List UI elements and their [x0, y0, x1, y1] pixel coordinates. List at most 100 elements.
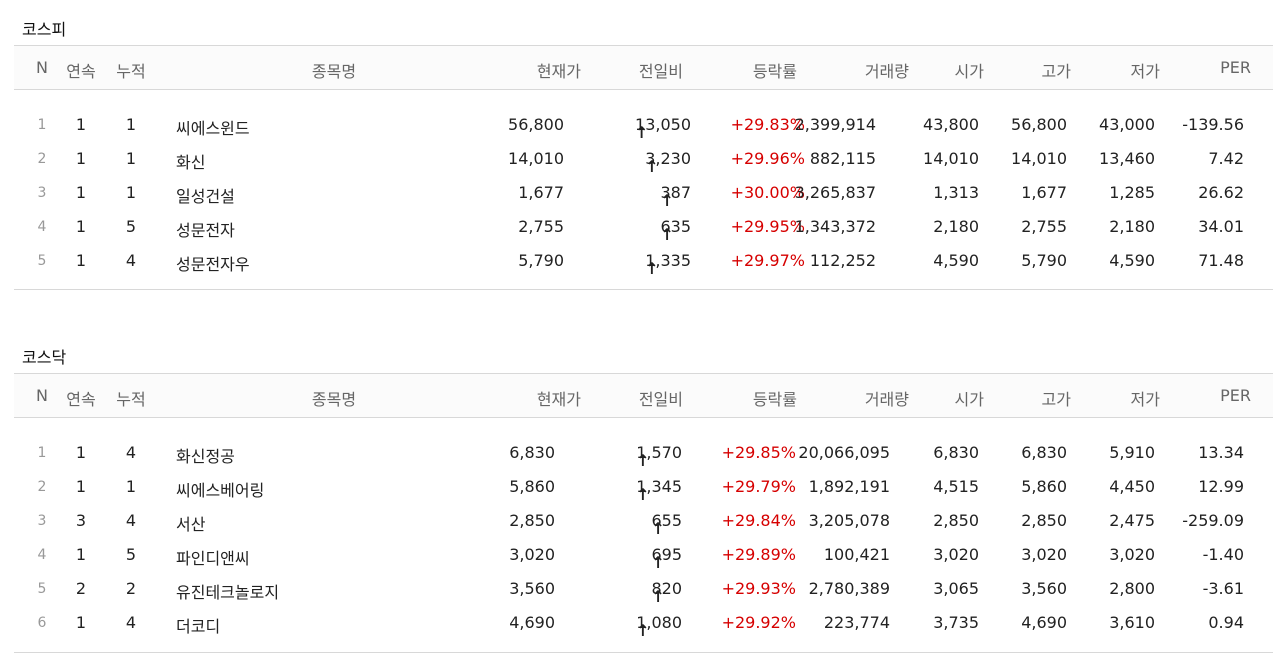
- low-price: 13,460: [1099, 149, 1155, 168]
- high-price: 14,010: [1011, 149, 1067, 168]
- open-price: 2,850: [933, 511, 979, 530]
- change-value: 695: [651, 545, 682, 564]
- col-per-header: PER: [1220, 58, 1251, 77]
- row-number: 1: [37, 445, 47, 461]
- up-arrow-icon: ↑: [636, 485, 650, 504]
- kosdaq-title: 코스닥: [22, 348, 67, 367]
- open-price: 2,180: [933, 217, 979, 236]
- consecutive-count: 1: [75, 613, 87, 632]
- high-price: 5,860: [1021, 477, 1067, 496]
- change-cell: ↑ 1,335: [645, 251, 691, 278]
- col-low-header: 저가: [1130, 62, 1160, 81]
- cumulative-count: 1: [125, 149, 137, 168]
- up-arrow-icon: ↑: [636, 451, 650, 470]
- volume: 223,774: [823, 613, 890, 632]
- current-price: 2,850: [509, 511, 555, 530]
- high-price: 3,560: [1021, 579, 1067, 598]
- volume: 3,265,837: [794, 183, 876, 202]
- consecutive-count: 1: [75, 477, 87, 496]
- col-rate-header: 등락률: [752, 390, 797, 409]
- table-row: 3 3 4 서산 2,850 ↑ 655 +29.84% 3,205,078 2,850 2,850…: [14, 503, 1273, 538]
- current-price: 3,560: [509, 579, 555, 598]
- cumulative-count: 4: [125, 251, 137, 270]
- open-price: 4,590: [933, 251, 979, 270]
- low-price: 43,000: [1099, 115, 1155, 134]
- per-value: 7.42: [1208, 149, 1244, 168]
- change-value: 820: [651, 579, 682, 598]
- open-price: 14,010: [923, 149, 979, 168]
- col-stock-name-header: 종목명: [311, 62, 357, 81]
- current-price: 14,010: [508, 149, 564, 168]
- volume: 2,780,389: [808, 579, 890, 598]
- per-value: -139.56: [1182, 115, 1244, 134]
- cumulative-count: 4: [125, 613, 137, 632]
- volume: 112,252: [809, 251, 876, 270]
- col-per-header: PER: [1220, 386, 1251, 405]
- stock-name: 씨에스베어링: [176, 481, 265, 500]
- consecutive-count: 1: [75, 115, 87, 134]
- change-cell: ↑ 820: [651, 579, 682, 606]
- open-price: 4,515: [933, 477, 979, 496]
- col-open-header: 시가: [954, 62, 984, 81]
- table-row: 6 1 4 더코디 4,690 ↑ 1,080 +29.92% 223,774 3,735 4,69…: [14, 605, 1273, 640]
- table-row: 4 1 5 성문전자 2,755 ↑ 635 +29.95% 1,343,372 2,180 2,7…: [14, 209, 1273, 244]
- stock-name: 유진테크놀로지: [176, 583, 280, 602]
- change-rate: +29.92%: [721, 613, 796, 632]
- high-price: 2,850: [1021, 511, 1067, 530]
- change-cell: ↑ 1,570: [636, 443, 682, 470]
- current-price: 2,755: [518, 217, 564, 236]
- change-cell: ↑ 3,230: [645, 149, 691, 176]
- kospi-table-bottom-divider: [14, 289, 1273, 290]
- row-number: 5: [37, 253, 47, 269]
- consecutive-count: 1: [75, 149, 87, 168]
- up-arrow-icon: ↑: [645, 157, 659, 176]
- low-price: 2,475: [1109, 511, 1155, 530]
- change-cell: ↑ 387: [660, 183, 691, 210]
- col-change-header: 전일비: [638, 62, 683, 81]
- up-arrow-icon: ↑: [660, 191, 674, 210]
- low-price: 3,610: [1109, 613, 1155, 632]
- volume: 100,421: [823, 545, 890, 564]
- up-arrow-icon: ↑: [660, 225, 674, 244]
- cumulative-count: 1: [125, 183, 137, 202]
- low-price: 2,800: [1109, 579, 1155, 598]
- change-value: 635: [660, 217, 691, 236]
- current-price: 5,860: [509, 477, 555, 496]
- row-number: 5: [37, 581, 47, 597]
- consecutive-count: 1: [75, 217, 87, 236]
- col-n-header: N: [36, 386, 48, 405]
- change-value: 655: [651, 511, 682, 530]
- change-value: 1,080: [636, 613, 682, 632]
- col-cumulative-header: 누적: [116, 62, 146, 81]
- change-rate: +30.00%: [730, 183, 805, 202]
- change-cell: ↑ 695: [651, 545, 682, 572]
- row-number: 1: [37, 117, 47, 133]
- current-price: 1,677: [518, 183, 564, 202]
- per-value: 71.48: [1198, 251, 1244, 270]
- low-price: 4,450: [1109, 477, 1155, 496]
- current-price: 5,790: [518, 251, 564, 270]
- change-value: 3,230: [645, 149, 691, 168]
- up-arrow-icon: ↑: [651, 519, 665, 538]
- change-rate: +29.96%: [730, 149, 805, 168]
- change-rate: +29.83%: [730, 115, 805, 134]
- change-cell: ↑ 635: [660, 217, 691, 244]
- per-value: 13.34: [1198, 443, 1244, 462]
- table-row: 1 1 1 씨에스윈드 56,800 ↑ 13,050 +29.83% 2,399,914 43,…: [14, 107, 1273, 142]
- open-price: 3,735: [933, 613, 979, 632]
- col-n-header: N: [36, 58, 48, 77]
- stock-name: 서산: [176, 515, 206, 534]
- per-value: 0.94: [1208, 613, 1244, 632]
- consecutive-count: 1: [75, 545, 87, 564]
- table-row: 2 1 1 씨에스베어링 5,860 ↑ 1,345 +29.79% 1,892,191 4,51…: [14, 469, 1273, 504]
- stock-name: 화신: [176, 153, 206, 172]
- per-value: 26.62: [1198, 183, 1244, 202]
- consecutive-count: 1: [75, 251, 87, 270]
- volume: 3,205,078: [808, 511, 890, 530]
- kosdaq-table-header: N 연속 누적 종목명 현재가 전일비 등락률 거래량 시가 고가 저가 PER: [14, 373, 1273, 418]
- change-cell: ↑ 13,050: [635, 115, 691, 142]
- stock-name: 더코디: [176, 617, 221, 636]
- col-low-header: 저가: [1130, 390, 1160, 409]
- col-high-header: 고가: [1041, 390, 1071, 409]
- col-volume-header: 거래량: [864, 390, 909, 409]
